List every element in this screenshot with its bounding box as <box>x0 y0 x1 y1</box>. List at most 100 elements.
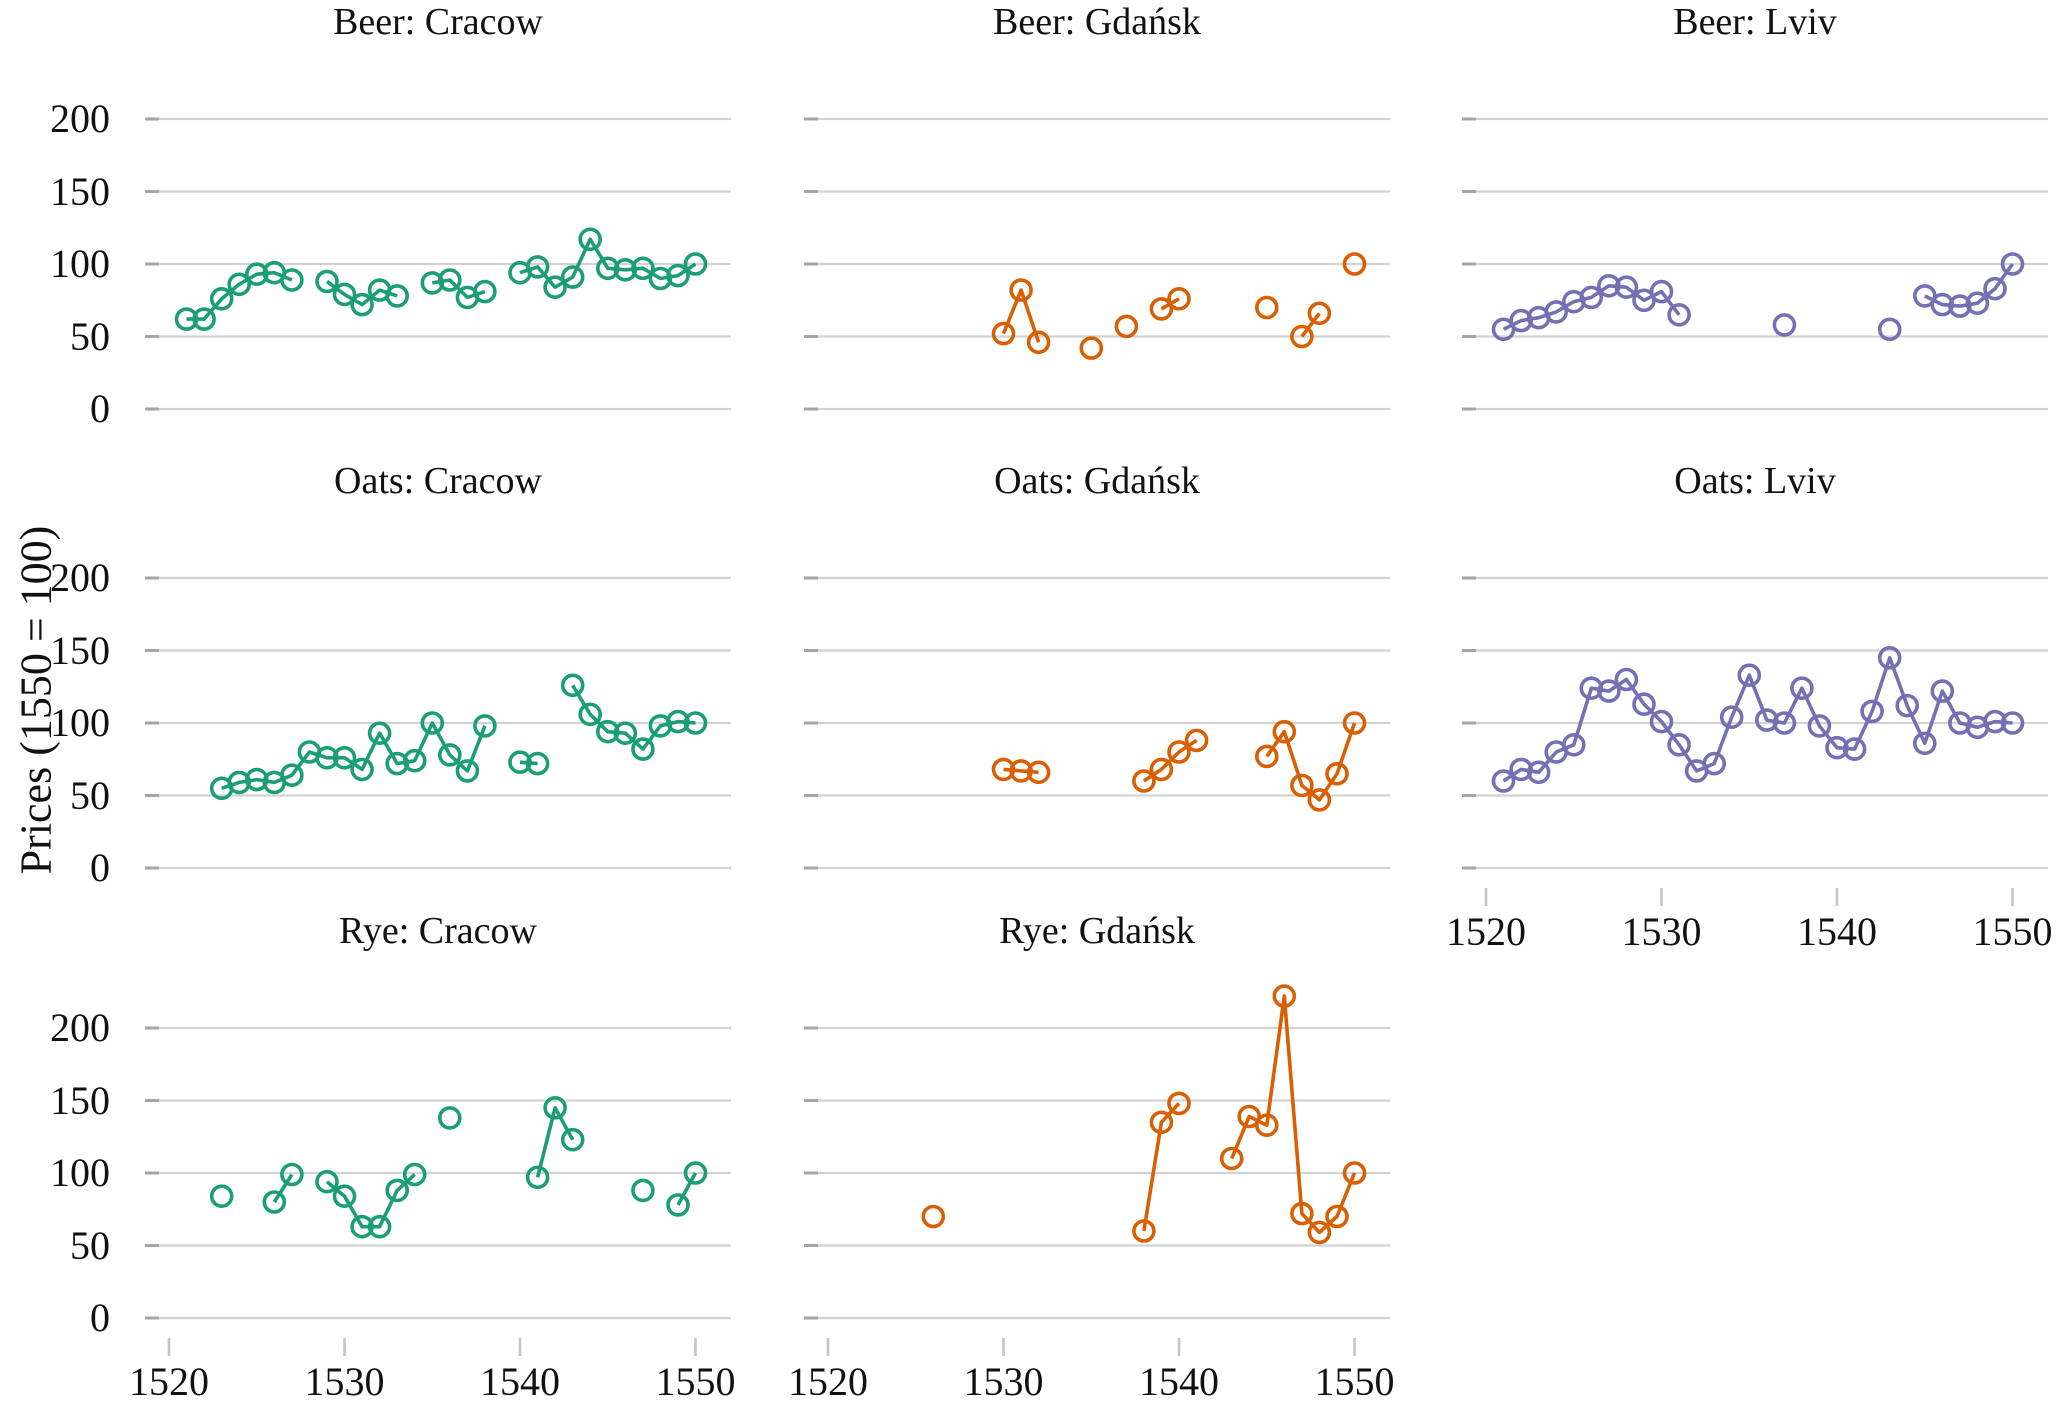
y-tick-label: 150 <box>50 1077 110 1123</box>
panel-plot-5 <box>1462 576 2048 906</box>
data-point <box>1895 693 1920 718</box>
data-point <box>1254 1113 1279 1137</box>
x-tick-label: 1520 <box>788 1359 868 1404</box>
data-point <box>1307 788 1332 812</box>
y-tick-label: 50 <box>70 313 110 359</box>
data-point <box>1667 733 1691 757</box>
data-point <box>1649 279 1674 304</box>
x-tick-label: 1530 <box>304 1359 385 1404</box>
y-tick-label: 200 <box>50 1005 110 1050</box>
panel-title: Beer: Cracow <box>333 1 543 43</box>
data-point <box>437 743 462 767</box>
data-point <box>1307 1220 1332 1245</box>
data-point <box>1342 1161 1367 1185</box>
data-point <box>1009 759 1033 783</box>
y-tick-label: 200 <box>50 555 110 600</box>
x-tick-label: 1540 <box>1139 1359 1219 1404</box>
series-line <box>535 1106 575 1178</box>
data-point <box>1825 735 1849 760</box>
data-point <box>1149 297 1174 321</box>
data-point <box>1526 760 1551 785</box>
data-point <box>560 1127 585 1152</box>
y-tick-label: 0 <box>90 386 110 431</box>
data-point <box>2000 711 2025 735</box>
series-line <box>676 1172 698 1206</box>
data-point <box>613 721 638 745</box>
panel-plot-2 <box>1462 117 2048 411</box>
x-tick-label: 1530 <box>963 1359 1044 1404</box>
series-line <box>325 279 398 307</box>
data-point <box>1579 676 1604 700</box>
data-point <box>683 1161 708 1185</box>
data-point <box>1149 757 1174 782</box>
data-point <box>595 256 620 281</box>
data-point <box>1167 1091 1191 1116</box>
data-point <box>1254 744 1279 769</box>
data-point <box>367 1214 392 1239</box>
data-point <box>1132 1219 1156 1243</box>
panel-plot-0 <box>145 117 731 411</box>
data-point <box>1772 711 1797 735</box>
y-tick-label: 0 <box>90 1295 110 1340</box>
data-point <box>350 757 374 782</box>
panel-plot-4 <box>804 576 1390 870</box>
data-point <box>262 1190 287 1214</box>
data-point <box>1983 709 2007 734</box>
data-point <box>1649 709 1674 734</box>
panel-title: Oats: Cracow <box>334 460 542 502</box>
data-point <box>209 287 234 311</box>
data-point <box>1702 751 1726 776</box>
data-point <box>631 737 655 761</box>
data-point <box>613 258 638 282</box>
y-tick-label: 0 <box>90 845 110 890</box>
x-tick-label: 1530 <box>1621 909 1702 954</box>
data-point <box>332 282 357 307</box>
data-point <box>437 268 462 292</box>
data-point <box>1562 733 1586 757</box>
data-point <box>227 770 251 795</box>
data-point <box>631 1178 655 1203</box>
data-point <box>1272 984 1297 1008</box>
data-point <box>1290 773 1314 798</box>
data-point <box>332 1184 357 1208</box>
data-point <box>385 284 409 308</box>
series-line <box>1001 288 1041 343</box>
data-point <box>1790 676 1814 700</box>
data-point <box>991 321 1016 346</box>
data-point <box>1009 278 1033 302</box>
data-point <box>1948 294 1972 318</box>
data-point <box>631 256 655 281</box>
data-point <box>525 751 550 776</box>
data-point <box>1219 1146 1244 1171</box>
data-point <box>683 711 708 735</box>
data-point <box>578 702 603 727</box>
data-point <box>1579 285 1604 310</box>
data-point <box>367 721 392 745</box>
panel-title: Oats: Gdańsk <box>994 460 1200 502</box>
data-point <box>1167 740 1191 764</box>
data-point <box>1632 692 1656 716</box>
series-line <box>272 1173 294 1203</box>
data-point <box>1132 769 1156 793</box>
series-line <box>571 684 696 751</box>
data-point <box>1290 1201 1314 1226</box>
panel-title: Oats: Lviv <box>1674 460 1836 502</box>
data-point <box>1930 292 1955 317</box>
data-point <box>385 751 409 776</box>
data-point <box>1754 708 1779 732</box>
data-point <box>560 673 585 698</box>
data-point <box>1325 1204 1349 1229</box>
x-tick-label: 1550 <box>1314 1359 1395 1404</box>
x-tick-label: 1540 <box>480 1359 560 1404</box>
series-line <box>1230 994 1357 1235</box>
data-point <box>560 265 585 289</box>
data-point <box>1026 760 1051 785</box>
data-point <box>350 292 374 317</box>
data-point <box>543 1096 567 1120</box>
data-point <box>1114 314 1139 339</box>
y-tick-label: 100 <box>50 700 110 745</box>
panel-plot-6 <box>145 1026 731 1356</box>
data-point <box>1807 714 1832 738</box>
data-point <box>1842 737 1867 761</box>
